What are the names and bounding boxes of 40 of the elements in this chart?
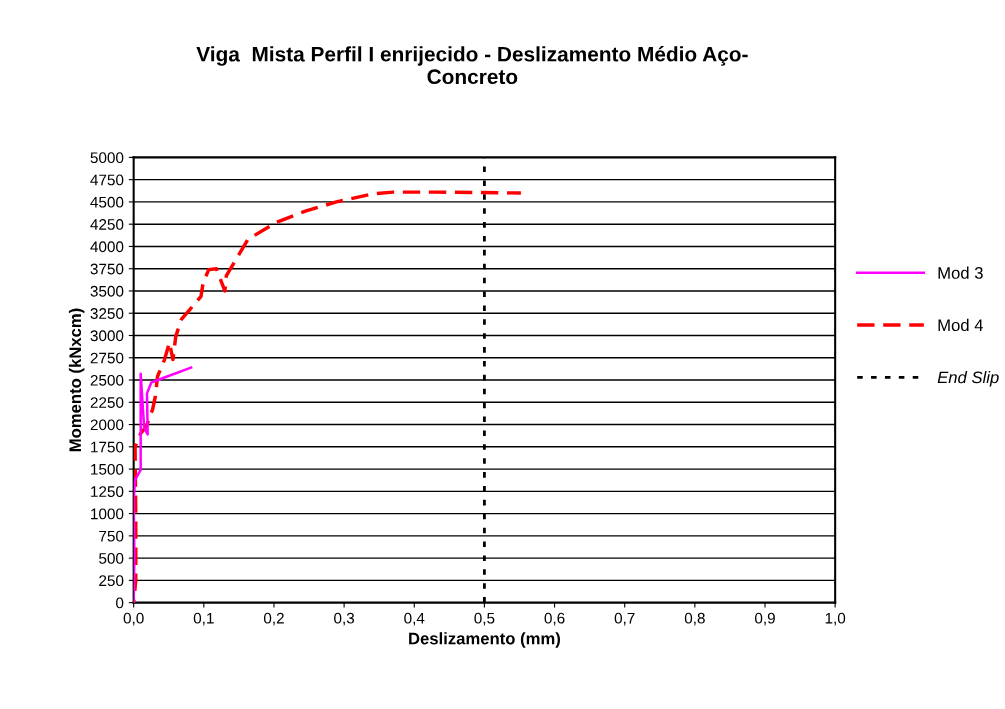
y-tick-label: 1000 [91, 508, 124, 520]
y-tick-label: 2000 [90, 419, 124, 431]
y-tick-label: 4000 [90, 241, 124, 253]
y-tick-label: 5000 [90, 152, 124, 164]
y-tick-label: 0 [116, 597, 124, 609]
x-tick-label: 0,8 [684, 612, 705, 626]
legend-label: Mod 4 [938, 318, 983, 332]
x-tick-label: 0,2 [263, 612, 284, 626]
x-tick-label: 0,4 [404, 612, 425, 626]
y-tick-label: 500 [99, 552, 124, 564]
chart-title: Viga Mista Perfil I enrijecido - Deslizamento Médio Aço- Concreto [196, 46, 748, 85]
legend-label: End Slip [937, 371, 999, 387]
y-tick-label: 2750 [90, 352, 124, 364]
y-tick-label: 2250 [90, 397, 124, 408]
x-axis-title: Deslizamento (mm) [409, 632, 560, 648]
y-tick-label: 3750 [90, 263, 124, 275]
x-tick-label: 0,7 [614, 612, 635, 626]
x-tick-label: 0,9 [754, 612, 775, 626]
y-tick-label: 3250 [90, 308, 124, 319]
x-tick-label: 0,5 [474, 612, 495, 626]
x-tick-label: 0,3 [334, 612, 355, 626]
y-tick-label: 1500 [91, 463, 124, 475]
y-tick-label: 750 [99, 530, 124, 542]
line-series [133, 190, 523, 603]
y-tick-label: 4750 [90, 174, 124, 186]
y-tick-label: 250 [99, 575, 124, 587]
line-series [133, 366, 193, 603]
x-tick-label: 0,0 [123, 612, 144, 626]
legend-label: Mod 3 [938, 266, 983, 279]
x-tick-label: 1,0 [825, 612, 846, 626]
y-tick-label: 4500 [90, 196, 124, 208]
y-tick-label: 1750 [91, 441, 124, 453]
y-tick-label: 3000 [90, 330, 124, 342]
y-axis-title: Momento (kNxcm) [68, 308, 85, 452]
y-tick-label: 3500 [90, 285, 124, 297]
y-tick-label: 2500 [90, 374, 124, 386]
y-tick-label: 4250 [90, 219, 124, 230]
x-tick-label: 0,1 [193, 612, 214, 626]
y-tick-label: 1250 [91, 486, 124, 498]
x-tick-label: 0,6 [544, 612, 565, 626]
